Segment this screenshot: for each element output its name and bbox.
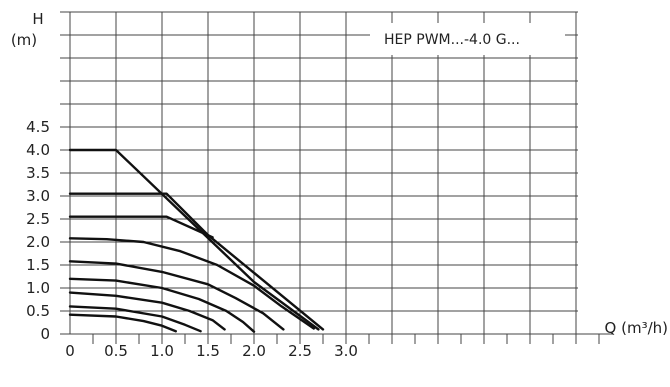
y-tick-label: 4.5 [26, 118, 50, 136]
pump-curve-8 [68, 305, 202, 333]
pump-curve-7 [68, 291, 226, 331]
x-axis-title: Q (m³/h) [605, 319, 668, 337]
y-axis-unit: (m) [11, 31, 37, 49]
x-tick-label: 1.0 [150, 342, 174, 360]
curves [68, 148, 325, 333]
pump-curve-9 [68, 313, 177, 333]
x-tick-label: 0 [65, 342, 75, 360]
pump-curve-2 [68, 192, 325, 331]
x-tick-label: 2.5 [288, 342, 312, 360]
x-tick-label: 3.0 [334, 342, 358, 360]
labels: 0 0.5 1.0 1.5 2.0 2.5 3.0 3.5 4.0 4.5 0 0.5 1.0 1.5 2.… [26, 118, 358, 360]
grid [69, 11, 612, 335]
pump-curve-4 [68, 237, 315, 330]
y-tick-label: 0 [40, 325, 50, 343]
y-tick-label: 1.5 [26, 256, 50, 274]
y-tick-label: 4.0 [26, 141, 50, 159]
y-tick-label: 3.5 [26, 164, 50, 182]
legend-label: HEP PWM...-4.0 G... [384, 32, 520, 48]
y-tick-label: 3.0 [26, 187, 50, 205]
y-tick-label: 0.5 [26, 302, 50, 320]
x-tick-label: 0.5 [104, 342, 128, 360]
x-tick-label: 1.5 [196, 342, 220, 360]
legend-box [370, 23, 565, 55]
pump-curve-1 [68, 148, 320, 331]
x-tick-label: 2.0 [242, 342, 266, 360]
y-tick-label: 2.5 [26, 210, 50, 228]
y-tick-label: 2.0 [26, 233, 50, 251]
pump-curve-3 [68, 215, 214, 239]
pump-curve-6 [68, 277, 256, 333]
pump-curve-5 [68, 260, 285, 331]
y-axis-title: H [32, 10, 43, 28]
y-tick-label: 1.0 [26, 279, 50, 297]
ticks [60, 11, 600, 344]
